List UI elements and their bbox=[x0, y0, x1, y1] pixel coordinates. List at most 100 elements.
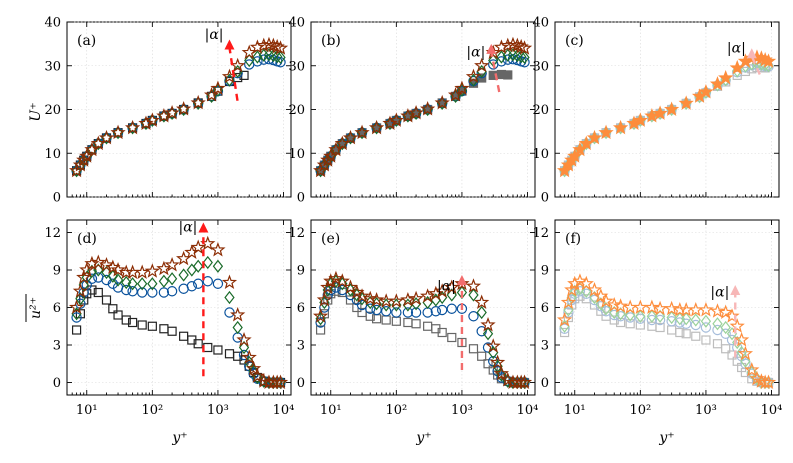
data-point bbox=[519, 50, 530, 65]
x-tick-label: 10¹ bbox=[564, 403, 586, 418]
data-point bbox=[137, 277, 148, 291]
data-point bbox=[496, 50, 507, 64]
panel-e: 0 3 6 9 12 10¹ 10² 10³ 10⁴ (e) |α| bbox=[288, 219, 539, 418]
x-tick-label: 10² bbox=[141, 403, 163, 418]
data-point bbox=[127, 317, 138, 328]
alpha-arrow-head bbox=[486, 43, 497, 54]
y-tick-label: 3 bbox=[297, 339, 305, 354]
data-point bbox=[368, 291, 385, 307]
data-point bbox=[609, 309, 620, 321]
data-point bbox=[71, 312, 82, 323]
data-point bbox=[624, 312, 636, 323]
data-point bbox=[316, 291, 333, 307]
y-tick-label: 12 bbox=[288, 226, 305, 241]
data-point bbox=[230, 57, 246, 73]
y-tick-label: 10 bbox=[288, 147, 305, 162]
y-tick-label: 12 bbox=[44, 226, 61, 241]
data-point bbox=[147, 277, 158, 291]
data-point bbox=[193, 259, 204, 273]
data-point bbox=[666, 316, 677, 327]
y-tick-label: 9 bbox=[53, 264, 61, 279]
data-point bbox=[137, 320, 147, 330]
data-point bbox=[556, 311, 573, 327]
y-tick-label: 9 bbox=[541, 264, 549, 279]
x-tick-label: 10⁴ bbox=[761, 403, 783, 418]
data-point bbox=[465, 278, 482, 293]
data-point bbox=[354, 124, 370, 140]
x-tick-label: 10¹ bbox=[320, 403, 342, 418]
data-point bbox=[134, 264, 150, 279]
data-point bbox=[698, 83, 714, 99]
data-point bbox=[272, 49, 283, 64]
panel-label: (a) bbox=[77, 33, 96, 49]
data-point bbox=[456, 285, 468, 300]
data-point bbox=[667, 325, 677, 335]
data-point bbox=[368, 119, 385, 135]
panel-d: 0 3 6 9 12 10¹ 10² 10³ 10⁴ (d) |α| u²⁺ y⁺ bbox=[25, 219, 432, 446]
y-tick-label: 3 bbox=[541, 339, 549, 354]
alpha-arrow-head bbox=[456, 275, 467, 285]
alpha-label: |α| bbox=[710, 285, 729, 301]
data-point bbox=[108, 304, 118, 314]
data-point bbox=[178, 102, 189, 117]
data-point bbox=[457, 337, 467, 348]
data-point bbox=[589, 300, 600, 310]
data-point bbox=[184, 244, 200, 259]
data-point bbox=[212, 259, 224, 273]
data-point bbox=[709, 303, 726, 318]
data-point bbox=[230, 306, 246, 322]
data-point bbox=[437, 96, 448, 110]
data-point bbox=[450, 89, 461, 103]
series bbox=[68, 235, 289, 389]
data-point bbox=[388, 112, 404, 127]
x-axis-label-e: y⁺ bbox=[415, 430, 431, 446]
data-point bbox=[411, 319, 421, 329]
data-point bbox=[233, 72, 243, 83]
data-point bbox=[654, 314, 666, 326]
data-point bbox=[275, 50, 286, 65]
data-point bbox=[586, 129, 603, 145]
x-axis-label-f: y⁺ bbox=[658, 430, 674, 446]
data-point bbox=[505, 36, 521, 52]
data-point bbox=[596, 306, 606, 316]
data-point bbox=[477, 351, 487, 361]
data-point bbox=[238, 349, 250, 361]
data-point bbox=[164, 256, 180, 272]
data-point bbox=[712, 339, 723, 349]
data-point bbox=[569, 284, 580, 298]
series bbox=[68, 36, 289, 178]
data-point bbox=[410, 307, 422, 318]
data-point bbox=[493, 365, 510, 381]
data-point bbox=[365, 311, 375, 321]
data-point bbox=[166, 272, 178, 286]
data-point bbox=[586, 281, 603, 297]
data-point bbox=[90, 254, 106, 269]
data-point bbox=[206, 89, 217, 103]
x-tick-label: 10² bbox=[629, 403, 651, 418]
x-tick-label: 10¹ bbox=[76, 403, 98, 418]
data-point bbox=[127, 277, 138, 291]
data-point bbox=[744, 361, 760, 377]
data-point bbox=[71, 325, 82, 335]
y-tick-label: 6 bbox=[297, 301, 305, 316]
data-point bbox=[249, 39, 266, 54]
data-point bbox=[328, 270, 344, 286]
data-point bbox=[246, 360, 262, 376]
data-point bbox=[75, 292, 86, 306]
data-point bbox=[635, 313, 646, 324]
data-point bbox=[454, 80, 470, 95]
panel-c: 0 10 20 30 40 (c) |α| bbox=[532, 16, 780, 206]
data-point bbox=[559, 327, 570, 338]
data-point bbox=[724, 308, 740, 323]
data-point bbox=[113, 310, 123, 320]
panel-label: (d) bbox=[77, 231, 97, 247]
x-tick-label: 10⁴ bbox=[517, 403, 539, 418]
data-point bbox=[334, 273, 350, 288]
y-tick-label: 6 bbox=[53, 301, 61, 316]
data-point bbox=[101, 295, 112, 305]
data-point bbox=[485, 338, 501, 353]
data-point bbox=[690, 319, 701, 331]
data-point bbox=[700, 322, 712, 333]
data-point bbox=[158, 274, 170, 288]
data-point bbox=[312, 308, 329, 323]
